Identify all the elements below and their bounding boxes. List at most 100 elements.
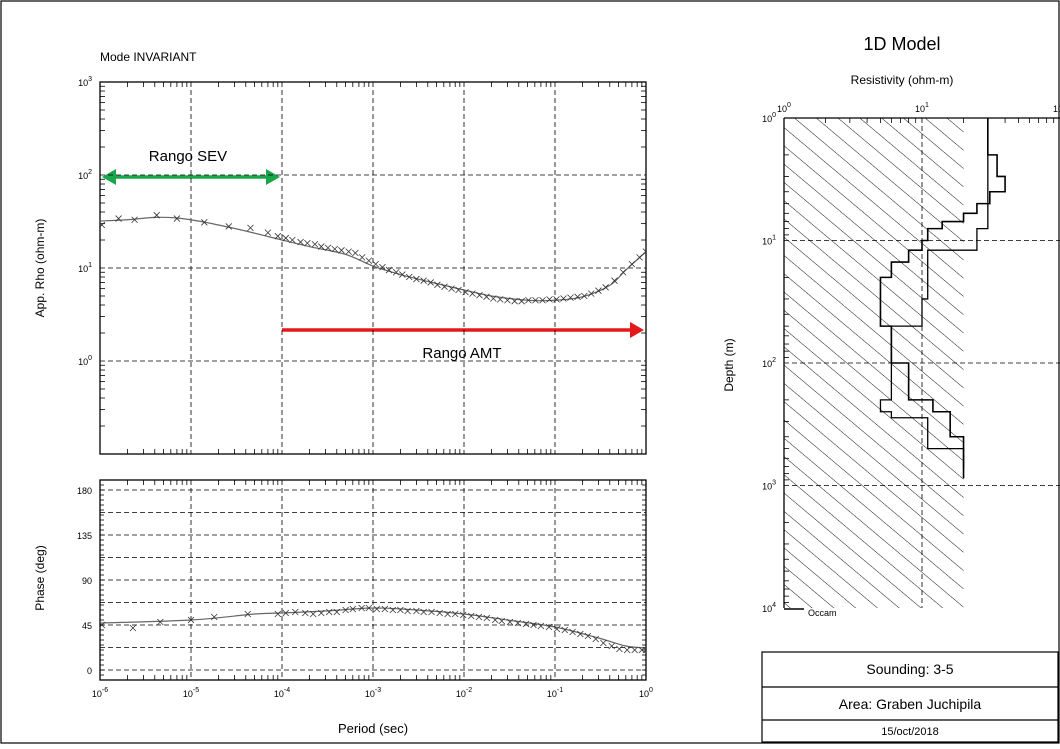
period-x-tick-label: 10-6 bbox=[92, 687, 108, 699]
phase-data-point bbox=[358, 604, 365, 612]
rho-data-point bbox=[483, 293, 490, 301]
mode-label: Mode INVARIANT bbox=[100, 50, 197, 64]
rho-data-point bbox=[225, 223, 233, 230]
phase-data-point bbox=[292, 608, 299, 616]
phase-data-point bbox=[545, 623, 553, 631]
occam-model-line bbox=[879, 118, 1006, 479]
phase-data-point bbox=[397, 606, 404, 614]
phase-data-point bbox=[506, 618, 514, 626]
rho-data-point bbox=[567, 294, 574, 301]
rho-y-tick-label: 101 bbox=[78, 262, 92, 274]
model-x-tick-label: 101 bbox=[915, 102, 929, 114]
rho-data-point bbox=[289, 236, 296, 244]
rho-data-point bbox=[574, 293, 581, 301]
model-y-tick-label: 102 bbox=[762, 357, 776, 369]
sev-arrowhead-left bbox=[102, 169, 116, 185]
phase-y-tick-label: 45 bbox=[82, 621, 92, 631]
rho-data-point bbox=[434, 281, 441, 289]
model-xlabel: Resistivity (ohm-m) bbox=[851, 73, 954, 87]
amt-label: Rango AMT bbox=[422, 345, 501, 362]
info-box-frame bbox=[761, 651, 1059, 743]
rho-data-point bbox=[636, 254, 643, 261]
model-x-tick-label: 100 bbox=[777, 102, 791, 114]
period-x-tick-label: 10-3 bbox=[365, 687, 381, 699]
phase-data-point bbox=[616, 645, 623, 653]
rho-data-point bbox=[297, 238, 304, 246]
phase-data-point bbox=[608, 642, 615, 650]
phase-data-point bbox=[600, 639, 607, 647]
model-series bbox=[879, 118, 1006, 479]
rho-data-point bbox=[448, 285, 455, 292]
model-ylabel: Depth (m) bbox=[722, 338, 736, 391]
phase-y-tick-label: 135 bbox=[77, 531, 92, 541]
phase-data-point bbox=[309, 610, 317, 618]
rho-data-point bbox=[525, 296, 532, 304]
rho-data-point bbox=[587, 290, 595, 297]
phase-data-point bbox=[623, 646, 631, 654]
rho-data-point bbox=[595, 287, 602, 294]
rho-data-point bbox=[274, 232, 282, 240]
rho-data-point bbox=[372, 260, 379, 268]
rho-y-tick-label: 100 bbox=[78, 355, 92, 367]
rho-data-point bbox=[476, 291, 483, 299]
rho-data-point bbox=[352, 249, 359, 257]
phase-data-point bbox=[522, 620, 530, 628]
phase-data-point bbox=[642, 646, 646, 654]
rho-series bbox=[100, 211, 646, 305]
amt-arrowhead bbox=[630, 322, 644, 338]
rho-data-point bbox=[496, 296, 504, 303]
rho-data-point bbox=[560, 295, 567, 302]
period-xlabel: Period (sec) bbox=[338, 721, 408, 736]
phase-data-point bbox=[389, 606, 397, 614]
rho-data-point bbox=[628, 260, 636, 268]
rho-data-point bbox=[264, 229, 272, 236]
rho-model-curve bbox=[100, 216, 646, 302]
phase-data-point bbox=[317, 609, 325, 617]
phase-data-point bbox=[592, 635, 599, 643]
sev-label: Rango SEV bbox=[149, 148, 227, 165]
phase-data-point bbox=[100, 621, 106, 629]
period-x-tick-label: 10-2 bbox=[456, 687, 472, 699]
period-x-tick-label: 10-1 bbox=[547, 687, 563, 699]
model-y-tick-label: 101 bbox=[762, 235, 776, 247]
period-x-tick-label: 10-4 bbox=[274, 687, 290, 699]
phase-data-point bbox=[491, 616, 499, 624]
info-box: Sounding: 3-5 Area: Graben Juchipila 15/… bbox=[761, 651, 1059, 743]
rho-data-point bbox=[602, 284, 609, 291]
rho-data-point bbox=[511, 297, 518, 305]
rho-data-point bbox=[331, 245, 339, 253]
phase-data-point bbox=[365, 604, 373, 612]
rho-y-tick-label: 103 bbox=[78, 76, 92, 88]
phase-data-point bbox=[129, 624, 137, 632]
rho-data-point bbox=[420, 277, 427, 284]
rho-data-point bbox=[115, 215, 122, 222]
phase-data-point bbox=[514, 619, 522, 627]
rho-data-point bbox=[385, 266, 393, 274]
phase-data-point bbox=[420, 608, 427, 616]
layered-model-line bbox=[879, 118, 989, 469]
rho-y-tick-label: 102 bbox=[78, 169, 92, 181]
phase-model-curve bbox=[100, 607, 646, 649]
phase-data-point bbox=[210, 613, 218, 621]
rho-data-point bbox=[399, 271, 406, 278]
rho-data-point bbox=[581, 292, 588, 300]
phase-series bbox=[100, 604, 646, 654]
phase-data-point bbox=[333, 608, 341, 616]
rho-data-point bbox=[379, 263, 386, 271]
phase-data-point bbox=[584, 632, 592, 640]
phase-data-point bbox=[498, 617, 506, 625]
date-label: 15/oct/2018 bbox=[881, 726, 939, 738]
amt-range-annotation: Rango AMT bbox=[282, 322, 644, 362]
rho-data-point bbox=[611, 277, 618, 284]
rho-data-point bbox=[518, 297, 525, 305]
rho-data-point bbox=[282, 234, 290, 242]
phase-data-point bbox=[459, 611, 467, 619]
phase-data-point bbox=[282, 609, 290, 617]
rho-data-point bbox=[469, 290, 476, 297]
model-y-tick-label: 100 bbox=[762, 112, 776, 124]
model-x-tick-label: 102 bbox=[1053, 102, 1060, 114]
phase-data-point bbox=[569, 628, 576, 636]
rho-data-point bbox=[553, 296, 560, 303]
phase-data-point bbox=[342, 606, 349, 614]
